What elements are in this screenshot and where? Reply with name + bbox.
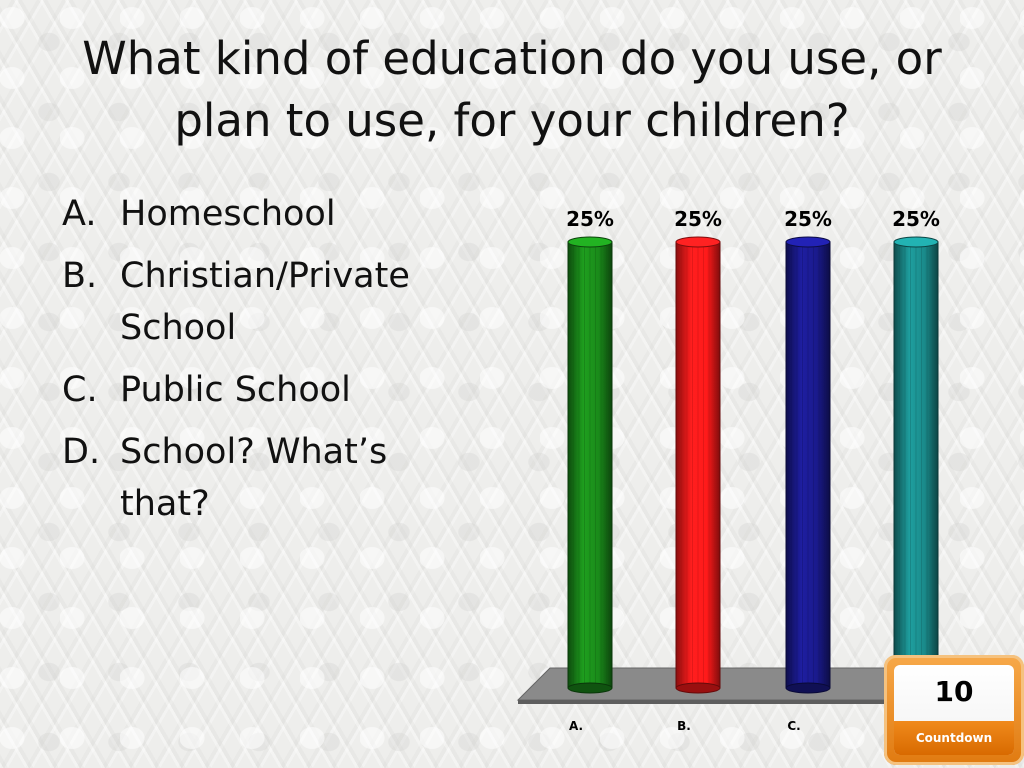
- answer-options: A. Homeschool B. Christian/Private Schoo…: [62, 188, 462, 540]
- chart-floor-edge: [518, 700, 950, 704]
- option-letter: C.: [62, 370, 98, 410]
- countdown-label: Countdown: [894, 721, 1014, 755]
- bar-cap: [893, 236, 939, 248]
- bar: [567, 236, 613, 694]
- option-letter: A.: [62, 194, 97, 234]
- bar-cap: [785, 236, 831, 248]
- option-text: Homeschool: [120, 194, 336, 234]
- data-label: 25%: [674, 207, 722, 231]
- bar: [675, 236, 721, 694]
- countdown-number: 10: [934, 675, 974, 708]
- data-label: 25%: [784, 207, 832, 231]
- chart-floor: [516, 667, 950, 704]
- bar: [893, 236, 939, 694]
- option-c: C. Public School: [62, 364, 462, 416]
- countdown-timer[interactable]: 10 Countdown: [884, 655, 1024, 765]
- option-a: A. Homeschool: [62, 188, 462, 240]
- poll-results-chart: 25%A.25%B.25%C.25%D.: [516, 207, 950, 733]
- chart-labels: 25%A.25%B.25%C.25%D.: [566, 207, 940, 733]
- bar-base: [785, 682, 831, 694]
- bar-base: [675, 682, 721, 694]
- bar: [785, 236, 831, 694]
- data-label: 25%: [566, 207, 614, 231]
- option-letter: D.: [62, 432, 101, 472]
- data-label: 25%: [892, 207, 940, 231]
- option-b: B. Christian/Private School: [62, 250, 462, 354]
- bar-base: [567, 682, 613, 694]
- x-tick-label: C.: [787, 719, 800, 733]
- option-text: Public School: [120, 370, 351, 410]
- option-text: Christian/Private School: [120, 256, 410, 348]
- x-tick-label: B.: [677, 719, 691, 733]
- bar-cap: [675, 236, 721, 248]
- x-tick-label: A.: [569, 719, 583, 733]
- option-letter: B.: [62, 256, 98, 296]
- chart-bars: [567, 236, 939, 694]
- bar-cap: [567, 236, 613, 248]
- option-d: D. School? What’s that?: [62, 426, 462, 530]
- option-text: School? What’s that?: [120, 432, 388, 524]
- slide-title: What kind of education do you use, or pl…: [82, 32, 942, 147]
